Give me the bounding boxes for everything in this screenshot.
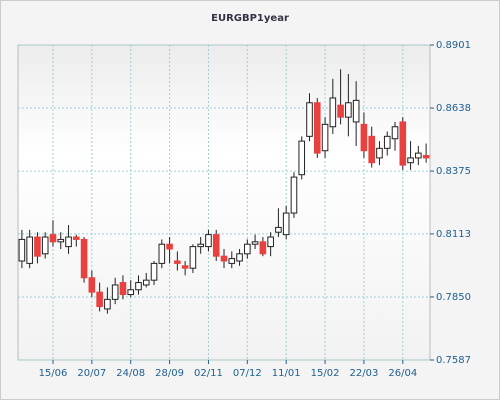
candle-body: [18, 238, 26, 262]
candle-body: [228, 258, 236, 264]
candle-body: [88, 277, 96, 293]
candle-body: [189, 246, 197, 269]
candle-body: [41, 236, 49, 255]
candle-body: [376, 147, 383, 159]
candle-body: [142, 279, 150, 286]
x-tick-label: 02/11: [194, 368, 223, 379]
candle-body: [220, 255, 228, 262]
y-tick-label: 0.7850: [436, 292, 471, 303]
candle-body: [345, 102, 352, 118]
candle-body: [34, 236, 41, 257]
x-tick-label: 11/01: [272, 368, 301, 379]
candle-body: [275, 226, 282, 233]
y-tick-label: 0.7587: [436, 355, 471, 366]
candle-body: [282, 212, 290, 236]
candle-body: [267, 236, 274, 248]
x-tick-label: 07/12: [233, 368, 262, 379]
candle-body: [174, 260, 181, 264]
candle-body: [150, 262, 158, 281]
candle-body: [259, 241, 267, 255]
candle-body: [96, 291, 103, 308]
candle-body: [135, 282, 142, 291]
candle-body: [352, 99, 360, 123]
candle-body: [111, 284, 119, 300]
candle-body: [57, 238, 65, 243]
candle-body: [212, 234, 220, 257]
candle-body: [368, 135, 375, 164]
candle-body: [298, 140, 306, 176]
candle-body: [415, 152, 422, 159]
candle-body: [407, 157, 414, 164]
candle-body: [399, 121, 407, 166]
chart-title: EURGBP1year: [211, 13, 289, 24]
candle-body: [236, 253, 243, 262]
candle-body: [26, 236, 33, 264]
candle-body: [306, 102, 313, 137]
candle-body: [119, 282, 127, 296]
candle-body: [49, 234, 57, 243]
candle-body: [360, 123, 368, 152]
x-tick-label: 28/09: [155, 368, 184, 379]
candle-body: [197, 243, 204, 248]
candle-body: [321, 123, 329, 152]
x-tick-label: 15/06: [39, 368, 68, 379]
candle-body: [383, 135, 391, 149]
y-tick-label: 0.8375: [436, 166, 471, 177]
x-tick-label: 15/02: [311, 368, 340, 379]
candle-body: [65, 236, 72, 248]
y-tick-label: 0.8901: [436, 40, 471, 51]
y-tick-label: 0.8638: [436, 103, 471, 114]
candle-body: [166, 243, 173, 250]
candle-body: [251, 241, 259, 245]
x-tick-label: 24/08: [116, 368, 145, 379]
candle-body: [80, 238, 88, 279]
candle-body: [205, 234, 212, 248]
candle-body: [73, 236, 80, 240]
x-tick-label: 22/03: [350, 368, 379, 379]
candle-body: [290, 176, 298, 214]
candle-body: [158, 243, 166, 264]
candle-body: [181, 265, 189, 269]
candle-body: [329, 97, 337, 128]
candle-body: [127, 289, 135, 296]
x-tick-label: 26/04: [388, 368, 417, 379]
candle-body: [244, 243, 251, 255]
plot-area: [17, 44, 431, 361]
candle-body: [313, 102, 321, 154]
candle-body: [337, 104, 344, 118]
candle-body: [391, 126, 399, 140]
candle-body: [422, 155, 430, 159]
candle-body: [104, 298, 111, 310]
y-tick-label: 0.8113: [436, 229, 471, 240]
x-tick-label: 20/07: [77, 368, 106, 379]
